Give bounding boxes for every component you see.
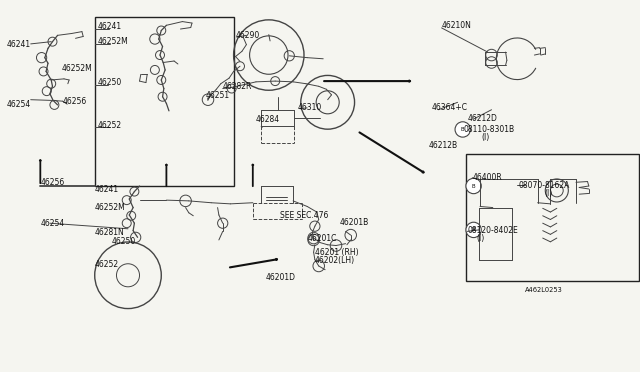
Text: 46241: 46241	[6, 40, 31, 49]
Text: 46212B: 46212B	[428, 141, 458, 150]
Text: 46250: 46250	[97, 78, 122, 87]
Text: 08120-8402E: 08120-8402E	[467, 226, 518, 235]
Text: B: B	[461, 127, 465, 132]
Text: 46212D: 46212D	[467, 114, 497, 123]
Text: 46281N: 46281N	[95, 228, 124, 237]
Text: 46254: 46254	[6, 100, 31, 109]
Text: 46201 (RH): 46201 (RH)	[315, 248, 358, 257]
Text: 46282R: 46282R	[223, 82, 252, 91]
Text: 46284: 46284	[256, 115, 280, 124]
Text: 46201D: 46201D	[266, 273, 296, 282]
Text: (I): (I)	[544, 189, 552, 198]
Text: 46201B: 46201B	[339, 218, 369, 227]
Text: 46310: 46310	[298, 103, 322, 112]
Text: 46250: 46250	[112, 237, 136, 246]
Text: A462L0253: A462L0253	[525, 287, 563, 293]
Ellipse shape	[466, 222, 481, 238]
Text: 08110-8301B: 08110-8301B	[464, 125, 515, 134]
Text: 46254: 46254	[40, 219, 65, 228]
Text: f: f	[207, 97, 209, 102]
Text: 46252M: 46252M	[97, 37, 128, 46]
Ellipse shape	[455, 122, 470, 137]
Text: 08070-8162A: 08070-8162A	[518, 181, 570, 190]
Text: 46210N: 46210N	[442, 21, 472, 30]
Ellipse shape	[466, 178, 481, 194]
Text: 46252M: 46252M	[62, 64, 93, 73]
Text: 46202(LH): 46202(LH)	[315, 256, 355, 265]
Text: 46241: 46241	[95, 185, 119, 194]
Text: 46252M: 46252M	[95, 203, 125, 212]
Text: SEE SEC.476: SEE SEC.476	[280, 211, 329, 219]
Text: B: B	[472, 183, 476, 189]
Text: 46251: 46251	[206, 92, 230, 100]
Text: 46252: 46252	[95, 260, 119, 269]
Text: 46400R: 46400R	[472, 173, 502, 182]
Text: 46364+C: 46364+C	[432, 103, 468, 112]
Text: (I): (I)	[481, 133, 490, 142]
Text: (I): (I)	[477, 234, 485, 243]
Bar	[466, 154, 639, 281]
Text: 46256: 46256	[63, 97, 87, 106]
Text: 46256: 46256	[40, 178, 65, 187]
Bar	[95, 17, 234, 186]
Text: 46241: 46241	[97, 22, 122, 31]
Text: 46201C: 46201C	[307, 234, 337, 243]
Text: B: B	[472, 227, 476, 232]
Text: 46290: 46290	[236, 31, 260, 40]
Text: 46252: 46252	[97, 121, 122, 130]
